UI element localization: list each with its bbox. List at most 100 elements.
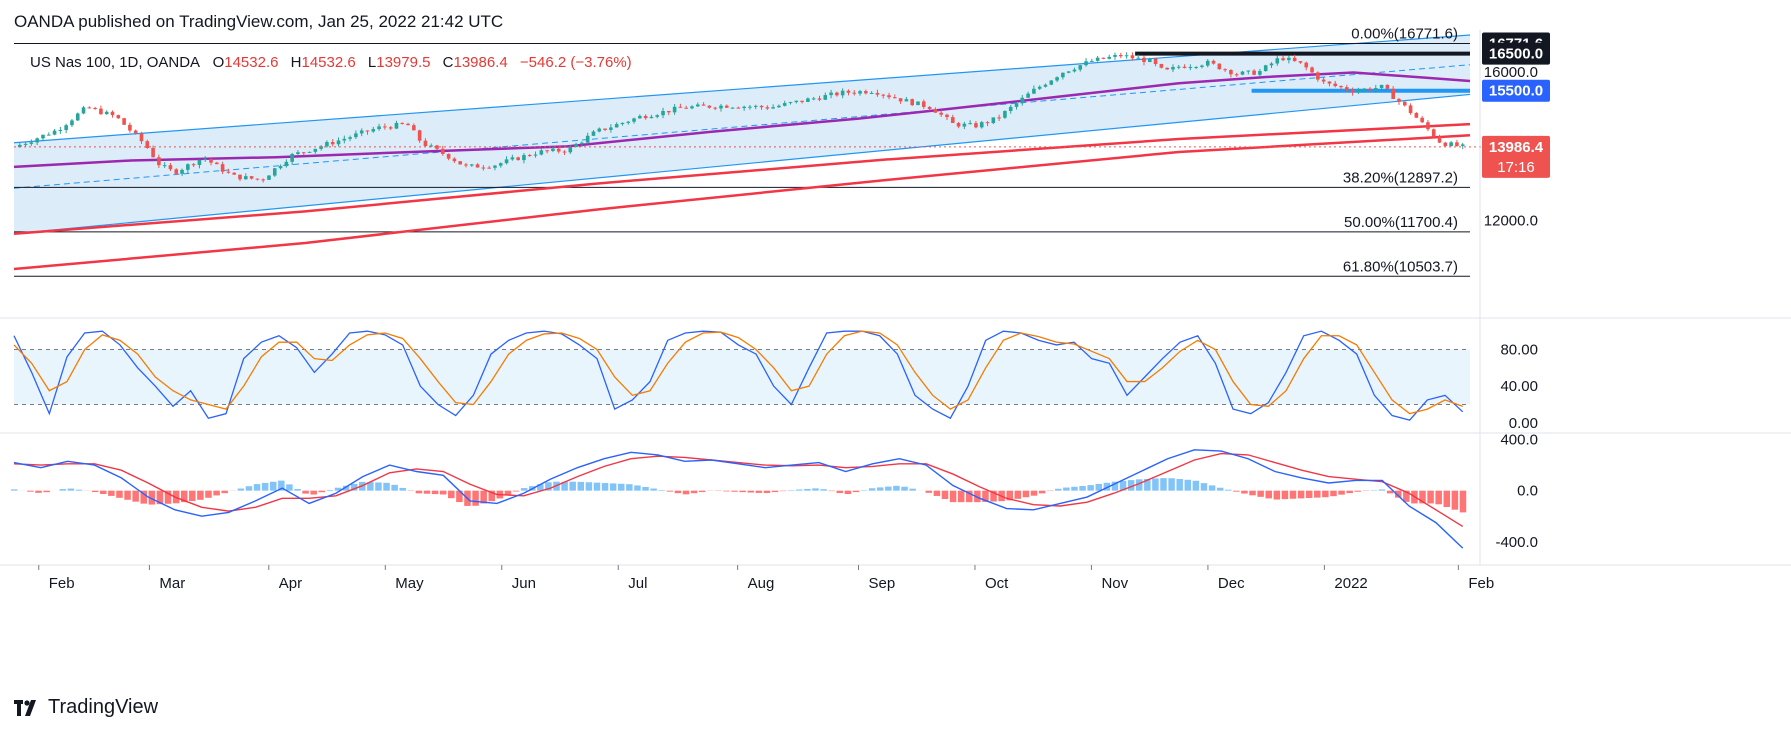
- macd-histogram-bar: [949, 490, 957, 503]
- macd-histogram-bar: [885, 486, 892, 491]
- macd-histogram-bar: [1265, 490, 1272, 499]
- macd-histogram-bar: [108, 490, 115, 496]
- macd-histogram-bar: [1249, 490, 1256, 496]
- candle-body: [145, 141, 150, 148]
- candle-body: [435, 145, 439, 149]
- macd-histogram-bar: [1144, 478, 1151, 491]
- candle-body: [220, 164, 225, 172]
- candle-body: [307, 151, 312, 153]
- candle-body: [1020, 97, 1025, 104]
- candle-body: [597, 128, 602, 132]
- x-tick-label: May: [395, 575, 424, 592]
- candle-body: [1327, 81, 1332, 84]
- candle-body: [1101, 57, 1106, 59]
- candle-body: [1426, 122, 1430, 130]
- macd-histogram-bar: [189, 490, 196, 502]
- stoch-k-line: [13, 330, 1464, 421]
- low-value: 13979.5: [376, 54, 431, 71]
- candle-body: [765, 107, 770, 109]
- macd-histogram-bar: [1281, 490, 1289, 500]
- candle-body: [1298, 61, 1303, 63]
- candle-body: [927, 106, 932, 109]
- price-badge-label: 13986.4: [1489, 139, 1544, 156]
- macd-histogram-bar: [545, 482, 552, 491]
- macd-histogram-bar: [67, 488, 75, 491]
- candle-body: [626, 121, 631, 123]
- candle-body: [1124, 55, 1129, 57]
- candle-body: [817, 98, 822, 100]
- macd-histogram-bar: [982, 490, 989, 502]
- tradingview-logo[interactable]: TradingView: [14, 696, 158, 719]
- macd-histogram-bar: [618, 483, 625, 491]
- fib-level-label: 0.00%(16771.6): [1351, 25, 1458, 42]
- candle-body: [417, 130, 422, 141]
- candle-body: [916, 101, 920, 106]
- candle-body: [493, 165, 497, 168]
- candle-body: [446, 153, 451, 159]
- price-chart[interactable]: 0.00%(16771.6) 38.20%(12897.2) 50.00%(1170…: [0, 0, 1791, 690]
- candle-body: [1408, 105, 1413, 114]
- macd-histogram-bar: [593, 482, 601, 491]
- macd-histogram-bar: [439, 490, 447, 495]
- candle-body: [609, 127, 613, 130]
- candle-body: [1032, 88, 1036, 94]
- candle-body: [1119, 54, 1123, 57]
- macd-histogram-bar: [569, 481, 576, 491]
- candle-body: [846, 90, 851, 93]
- candle-body: [1182, 66, 1187, 68]
- macd-histogram-bar: [1386, 490, 1394, 494]
- candle-body: [591, 131, 596, 136]
- candle-body: [1240, 71, 1245, 75]
- candle-body: [122, 118, 126, 125]
- candle-body: [713, 107, 717, 109]
- macd-histogram-bar: [213, 490, 220, 496]
- candle-body: [1397, 98, 1401, 102]
- candle-body: [1263, 65, 1268, 72]
- macd-histogram-bar: [1071, 486, 1078, 491]
- macd-histogram-bar: [124, 490, 131, 500]
- macd-histogram-bar: [164, 490, 172, 504]
- macd-histogram-bar: [1063, 487, 1070, 491]
- candle-body: [753, 105, 758, 107]
- macd-histogram-bar: [269, 481, 277, 491]
- candle-body: [469, 164, 474, 166]
- candle-body: [215, 162, 219, 165]
- candle-body: [394, 122, 399, 129]
- macd-histogram-bar: [796, 489, 803, 491]
- macd-histogram-bar: [27, 490, 34, 492]
- candle-body: [17, 144, 22, 148]
- candle-body: [1362, 88, 1367, 91]
- candle-body: [979, 122, 984, 128]
- candle-body: [1449, 142, 1453, 147]
- macd-histogram-bar: [472, 490, 479, 506]
- candle-body: [968, 123, 972, 125]
- candle-body: [41, 134, 45, 139]
- ma-red-upper-line: [13, 122, 1471, 235]
- fib-level-label: 61.80%(10503.7): [1343, 258, 1458, 275]
- candle-body: [933, 108, 938, 113]
- candle-body: [620, 122, 625, 125]
- published-caption: OANDA published on TradingView.com, Jan …: [14, 12, 504, 31]
- candle-body: [829, 92, 833, 96]
- candle-body: [771, 107, 775, 109]
- candle-body: [1356, 90, 1361, 93]
- x-tick-label: Feb: [1468, 575, 1494, 592]
- macd-histogram-bar: [933, 490, 941, 496]
- candle-body: [1437, 136, 1442, 143]
- candle-body: [1391, 88, 1395, 99]
- candle-body: [527, 155, 532, 157]
- macd-histogram-bar: [245, 486, 253, 491]
- macd-histogram-bar: [966, 490, 973, 503]
- candle-body: [93, 107, 97, 109]
- candle-body: [249, 176, 254, 179]
- candle-body: [278, 166, 283, 169]
- price-tick-label: 12000.0: [1484, 213, 1538, 230]
- candle-body: [1339, 86, 1343, 88]
- candle-body: [672, 106, 677, 113]
- macd-histogram-bar: [1135, 479, 1143, 491]
- macd-histogram-bar: [1160, 478, 1167, 491]
- candle-body: [1026, 93, 1030, 98]
- candle-body: [643, 115, 648, 119]
- macd-histogram-bar: [755, 490, 763, 493]
- ma-purple-line: [13, 71, 1471, 169]
